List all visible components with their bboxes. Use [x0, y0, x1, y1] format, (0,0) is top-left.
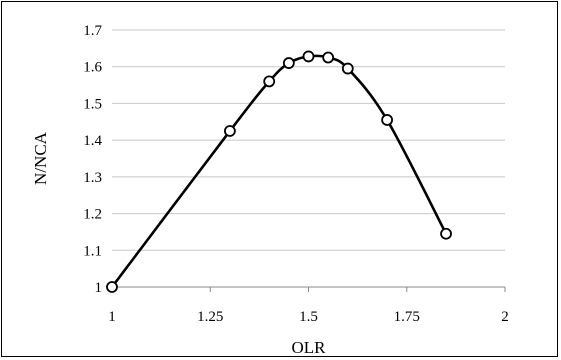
y-tick-label: 1.1 [83, 243, 102, 259]
series-line [110, 54, 448, 288]
x-tick-label: 1.75 [394, 309, 420, 325]
y-tick-label: 1.5 [83, 96, 102, 112]
y-axis-ticks: 1 1.1 1.2 1.3 1.4 1.5 1.6 1.7 [83, 23, 102, 296]
y-tick-label: 1.2 [83, 207, 102, 223]
data-point [341, 62, 354, 75]
data-point [106, 281, 118, 293]
data-point [322, 51, 335, 64]
x-axis-title: OLR [292, 338, 327, 357]
y-tick-label: 1.7 [83, 23, 102, 39]
y-tick-label: 1.4 [83, 133, 102, 149]
data-point [302, 50, 315, 63]
data-point [282, 57, 295, 69]
y-tick-label: 1.6 [83, 60, 102, 76]
y-axis-title: N/NCA [31, 131, 50, 185]
x-axis-ticks: 1 1.25 1.5 1.75 2 [108, 287, 509, 325]
series-group [106, 50, 452, 293]
data-point [223, 125, 236, 137]
x-tick-label: 2 [501, 309, 509, 325]
x-tick-label: 1.25 [197, 309, 223, 325]
y-tick-label: 1.3 [83, 170, 102, 186]
data-point [263, 75, 276, 88]
gridlines [112, 29, 505, 251]
x-tick-label: 1 [108, 309, 116, 325]
x-tick-label: 1.5 [299, 309, 318, 325]
data-point [381, 114, 394, 126]
y-tick-label: 1 [95, 280, 103, 296]
data-point [440, 227, 452, 240]
